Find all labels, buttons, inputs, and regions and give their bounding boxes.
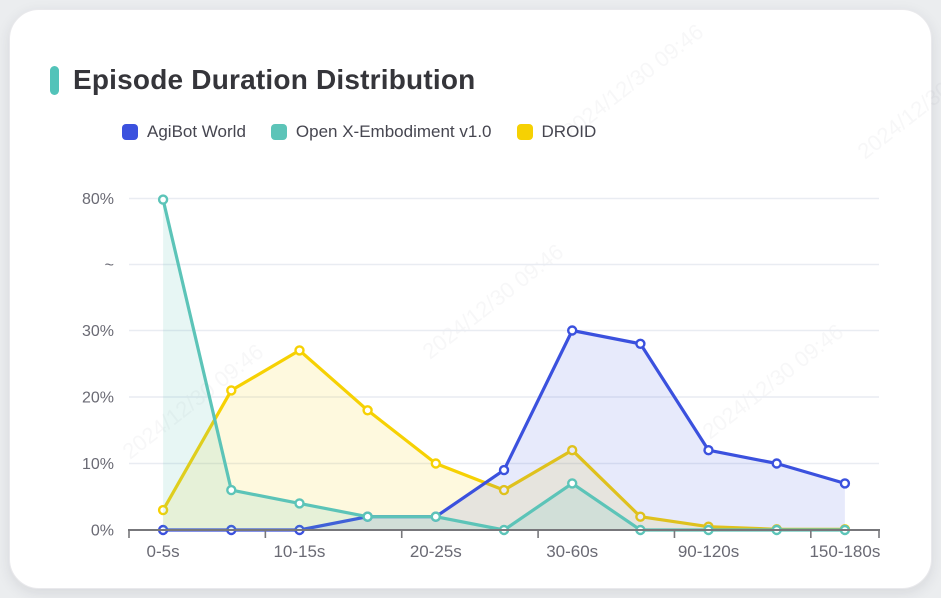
x-axis-label: 20-25s	[410, 542, 462, 561]
data-point-marker	[294, 345, 305, 356]
watermark-text: 2024/12/30 09:46	[558, 19, 708, 144]
data-point-marker	[839, 478, 851, 489]
legend-label: AgiBot World	[147, 122, 246, 141]
y-axis-label: 10%	[82, 456, 114, 473]
data-point-marker	[635, 338, 646, 349]
legend-item-agibot-world[interactable]: AgiBot World	[122, 122, 246, 142]
x-axis-label: 150-180s	[809, 542, 880, 561]
x-axis-label: 90-120s	[678, 542, 739, 561]
y-axis-label: 80%	[82, 191, 114, 208]
x-axis-label: 0-5s	[147, 542, 180, 561]
y-axis-label: 0%	[91, 523, 114, 540]
data-point-marker	[567, 325, 578, 336]
data-point-marker	[157, 194, 169, 205]
series-area-1	[163, 199, 845, 530]
title-row: Episode Duration Distribution	[50, 64, 475, 96]
watermark-text: 2024/12/30 09:46	[698, 319, 848, 444]
data-point-marker	[157, 504, 169, 516]
y-axis-label: ~	[105, 257, 114, 274]
y-axis-label: 20%	[82, 390, 114, 407]
legend-item-open-x-embodiment[interactable]: Open X-Embodiment v1.0	[270, 122, 492, 142]
data-point-marker	[703, 445, 714, 456]
data-point-marker	[567, 445, 578, 456]
data-point-marker	[771, 458, 782, 469]
data-point-marker	[430, 458, 441, 469]
title-accent-bar	[50, 65, 59, 95]
data-point-marker	[498, 464, 510, 476]
data-point-marker	[430, 511, 441, 522]
data-point-marker	[226, 385, 237, 396]
series-area-2	[163, 350, 845, 530]
x-axis-label: 10-15s	[273, 542, 325, 561]
series-area-0	[163, 330, 845, 530]
line-chart: 2024/12/30 09:46 2024/12/30 09:46 2024/12/…	[82, 19, 941, 561]
legend-label: Open X-Embodiment v1.0	[295, 122, 492, 141]
watermark-text: 2024/12/30 09:46	[853, 39, 941, 164]
x-axis-label: 30-60s	[546, 542, 598, 561]
data-point-marker	[362, 511, 373, 522]
data-point-marker	[362, 405, 373, 416]
y-axis-label: 30%	[82, 323, 114, 340]
legend-marker-icon	[270, 124, 287, 140]
page-title: Episode Duration Distribution	[73, 64, 476, 95]
legend-label: DROID	[541, 122, 597, 141]
chart-card: Episode Duration Distribution AgiBot Wor…	[9, 9, 941, 589]
legend-marker-icon	[122, 124, 138, 140]
data-point-marker	[498, 484, 510, 496]
data-point-marker	[226, 484, 237, 496]
chart-legend: AgiBot World Open X-Embodiment v1.0 DROI…	[122, 122, 596, 142]
data-point-marker	[635, 511, 646, 522]
legend-item-droid[interactable]: DROID	[516, 122, 597, 142]
watermark-text: 2024/12/30 09:46	[418, 239, 568, 364]
data-point-marker	[294, 498, 305, 509]
data-point-marker	[567, 478, 578, 489]
legend-marker-icon	[516, 124, 533, 140]
